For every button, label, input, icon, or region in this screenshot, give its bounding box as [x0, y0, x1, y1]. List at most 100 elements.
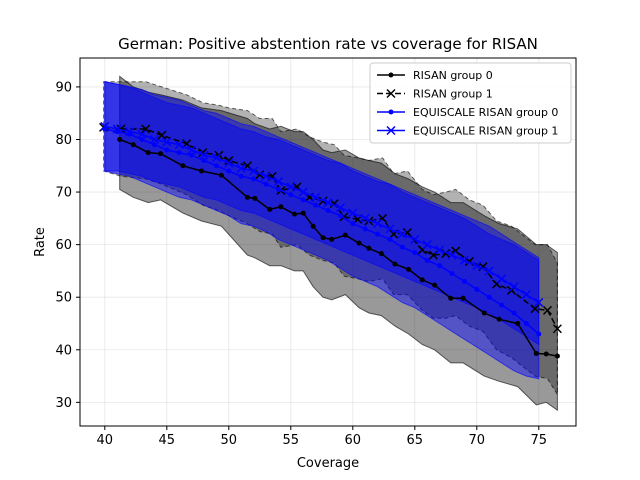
data-point: [158, 151, 164, 157]
data-point: [459, 255, 469, 265]
data-point: [432, 282, 438, 288]
legend-box: [369, 62, 572, 144]
data-point: [521, 290, 531, 300]
data-point: [130, 142, 136, 148]
data-point: [224, 155, 234, 166]
data-point: [180, 163, 186, 169]
data-point: [342, 232, 348, 238]
data-point: [472, 261, 482, 271]
data-point: [392, 261, 398, 267]
data-point: [325, 207, 331, 213]
x-tick-label: 40: [97, 433, 114, 448]
data-point: [139, 136, 145, 142]
legend-swatch-marker: [386, 88, 396, 99]
data-point: [397, 229, 407, 239]
data-point: [323, 198, 333, 208]
confidence-band-3: [104, 81, 540, 346]
data-point: [226, 168, 232, 174]
data-point: [474, 286, 480, 292]
data-point: [213, 163, 219, 169]
data-point: [157, 130, 167, 140]
data-point: [530, 304, 540, 314]
data-point: [366, 245, 372, 251]
data-point: [437, 263, 443, 269]
data-point: [497, 274, 507, 284]
data-point: [278, 204, 284, 210]
x-tick-label: 50: [221, 433, 238, 448]
data-point: [273, 177, 283, 187]
data-point: [244, 194, 250, 200]
data-point: [292, 211, 298, 217]
data-point: [300, 210, 306, 216]
legend-label: EQUISCALE RISAN group 0: [413, 106, 558, 119]
y-axis-ticks: 30 40 50 60 70 80 90: [55, 80, 80, 411]
data-point: [424, 257, 430, 263]
legend: RISAN group 0 RISAN group 1 EQUISCALE RISA…: [369, 62, 572, 144]
data-point: [224, 158, 234, 168]
data-point: [419, 277, 425, 283]
x-axis-ticks: 40 45 50 55 60 65 70 75: [97, 426, 547, 448]
chart-title: German: Positive abstention rate vs cove…: [118, 35, 538, 53]
legend-label: RISAN group 1: [413, 88, 493, 101]
data-point: [484, 266, 494, 276]
data-point: [275, 186, 281, 192]
data-point: [112, 124, 122, 134]
data-point: [249, 166, 259, 176]
data-point: [511, 310, 517, 316]
legend-swatch-marker: [388, 72, 394, 78]
x-tick-label: 65: [407, 433, 424, 448]
data-point: [509, 282, 519, 292]
data-point: [117, 136, 123, 142]
data-point: [448, 295, 454, 301]
data-point: [554, 353, 560, 359]
data-point: [515, 320, 521, 326]
x-tick-label: 60: [345, 433, 362, 448]
data-point: [447, 250, 457, 260]
x-tick-label: 55: [283, 433, 300, 448]
series-line-3: [104, 125, 540, 304]
data-point: [534, 297, 544, 307]
data-point: [422, 240, 432, 250]
data-point: [288, 192, 294, 198]
data-point: [162, 137, 172, 147]
data-point: [329, 236, 335, 242]
data-point: [335, 203, 345, 213]
series-line-0: [119, 138, 558, 357]
legend-swatch-marker: [386, 125, 396, 136]
y-tick-label: 70: [55, 186, 72, 201]
data-point: [536, 331, 542, 337]
data-point: [362, 226, 368, 232]
series-lines: [99, 121, 562, 359]
data-point: [378, 251, 384, 257]
data-point: [373, 219, 383, 229]
data-point: [543, 351, 549, 357]
data-point: [486, 294, 492, 300]
data-point: [523, 320, 529, 326]
x-tick-label: 45: [159, 433, 176, 448]
y-tick-label: 50: [55, 291, 72, 306]
data-point: [552, 324, 562, 334]
data-point: [313, 202, 319, 208]
data-point: [263, 181, 269, 187]
data-point: [187, 145, 197, 155]
legend-label: RISAN group 0: [413, 69, 493, 82]
legend-swatch-marker: [388, 109, 394, 115]
data-point: [236, 163, 246, 173]
data-point: [435, 245, 445, 255]
data-point: [375, 231, 381, 237]
data-point: [100, 121, 110, 131]
plot-frame: [79, 57, 577, 427]
data-point: [261, 171, 271, 181]
data-point: [251, 176, 257, 182]
data-point: [399, 244, 405, 250]
data-point: [356, 240, 362, 246]
data-point: [496, 316, 502, 322]
data-point: [238, 173, 244, 179]
y-tick-label: 60: [55, 238, 72, 253]
y-axis-label: Rate: [33, 227, 48, 257]
data-point: [542, 305, 553, 315]
data-point: [149, 134, 159, 145]
data-point: [337, 213, 343, 219]
data-point: [348, 208, 358, 218]
